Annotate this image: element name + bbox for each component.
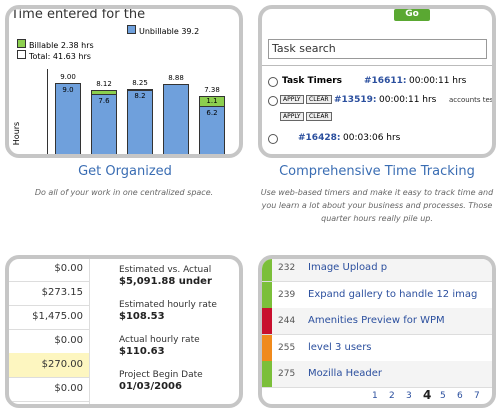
- legend-billable: Billable 2.38 hrs: [17, 39, 94, 50]
- task-status: [262, 334, 272, 361]
- stat-label: Estimated vs. Actual: [119, 265, 212, 275]
- bar-total-label: 7.38: [204, 86, 220, 95]
- apply-button[interactable]: APPLY: [280, 112, 304, 121]
- task-name: Amenities Preview for WPM: [308, 315, 445, 326]
- bar-billable: [127, 88, 153, 91]
- legend-unbillable: Unbillable 39.2: [127, 25, 199, 36]
- timer-time: 00:03:06 hrs: [343, 133, 401, 143]
- task-status: [262, 308, 272, 334]
- task-name: Image Upload p: [308, 262, 388, 273]
- feature-title: Get Organized: [78, 164, 172, 179]
- budget-panel: $0.00 $273.15 $1,475.00 $0.00 $270.00 $0.00 Es…: [5, 255, 243, 408]
- task-name: Mozilla Header: [308, 368, 383, 379]
- timer-id: #16428:: [298, 133, 341, 143]
- bar-total-label: 8.12: [96, 79, 112, 88]
- bar-total: [163, 83, 189, 154]
- column-divider: [89, 259, 90, 404]
- stat-label: Estimated hourly rate: [119, 300, 217, 310]
- bar-unbillable-label: 9.0: [62, 85, 74, 94]
- page-link[interactable]: 6: [457, 391, 463, 401]
- amount-row: [9, 377, 89, 402]
- axis-line: [47, 69, 48, 154]
- bar-billable-label: 1.1: [206, 97, 218, 106]
- timer-icon: [268, 134, 278, 144]
- task-id: 239: [278, 289, 296, 300]
- page-link[interactable]: 7: [474, 391, 480, 401]
- task-name: level 3 users: [308, 341, 372, 353]
- stat-value: 01/03/2006: [119, 381, 182, 392]
- amount: $1,475.00: [32, 311, 83, 322]
- bar-unbillable-label: 8.2: [134, 92, 146, 101]
- timer-time: 00:00:11 hrs: [409, 76, 467, 86]
- timer-icon: [268, 96, 278, 106]
- bar-billable: [199, 96, 225, 108]
- bar-unbillable-label: 7.6: [98, 97, 110, 106]
- amount: $273.15: [41, 287, 83, 298]
- bar-total: [55, 82, 81, 154]
- task-id: 244: [278, 316, 296, 326]
- amount: $0.00: [54, 263, 83, 274]
- search-input[interactable]: Task search: [268, 39, 487, 59]
- amount-row: [9, 353, 89, 378]
- task-status: [262, 361, 272, 387]
- bar-total: [91, 89, 117, 154]
- task-id: 275: [278, 369, 296, 379]
- bar-total-label: 9.00: [60, 72, 76, 81]
- task-status: [262, 281, 272, 308]
- timer-id: #13519:: [334, 95, 377, 105]
- organize-panel: Time entered for the Unbillable 39.2 Bil…: [5, 5, 243, 158]
- amount: $0.00: [54, 335, 83, 346]
- legend-total: Total: 41.63 hrs: [17, 50, 91, 61]
- axis-label: Hours: [12, 121, 22, 146]
- stat-value: $110.63: [119, 346, 165, 357]
- amount: $270.00: [41, 359, 83, 370]
- timer-icon: [268, 77, 278, 87]
- page-link[interactable]: 4: [423, 388, 432, 402]
- amount-row: [9, 259, 89, 282]
- feature-description: Do all of your work in one centralized s…: [34, 188, 214, 197]
- stat-label: Actual hourly rate: [119, 335, 200, 345]
- divider: [262, 65, 492, 66]
- amount-row: [9, 305, 89, 330]
- legend-text: Unbillable 39.2: [139, 27, 200, 36]
- page-link[interactable]: 1: [372, 391, 378, 401]
- legend-text: Total: 41.63 hrs: [29, 52, 91, 61]
- task-id: 232: [278, 263, 296, 273]
- clear-button[interactable]: CLEAR: [306, 112, 332, 121]
- stat-value: $5,091.88 under: [119, 276, 212, 287]
- stat-value: $108.53: [119, 311, 165, 322]
- bar-billable: [91, 89, 117, 96]
- page-link[interactable]: 3: [406, 391, 412, 401]
- task-row: [262, 361, 492, 388]
- task-status: [262, 259, 272, 281]
- go-button[interactable]: Go: [394, 9, 430, 21]
- tracking-panel: Go Task search Task Timers #16611: 00:00:…: [258, 5, 496, 158]
- bar-total-label: 8.25: [132, 78, 148, 87]
- feature-description: Use web-based timers and make it easy to…: [260, 188, 494, 223]
- task-id: 255: [278, 342, 296, 353]
- stat-label: Project Begin Date: [119, 370, 203, 380]
- chart-heading: Time entered for the: [11, 7, 146, 22]
- timers-heading: Task Timers: [282, 76, 343, 86]
- timer-note: accounts testin: [449, 96, 496, 104]
- bar-total-label: 8.88: [168, 73, 184, 82]
- page-link[interactable]: 2: [389, 391, 395, 401]
- tasks-panel: 232 Image Upload p 239 Expand gallery to ha…: [258, 255, 496, 408]
- bar-total: [127, 88, 153, 154]
- page-link[interactable]: 5: [440, 391, 446, 401]
- timer-time: 00:00:11 hrs: [379, 95, 437, 105]
- apply-button[interactable]: APPLY: [280, 95, 304, 104]
- legend-text: Billable 2.38 hrs: [29, 41, 94, 50]
- task-name: Expand gallery to handle 12 imag: [308, 288, 478, 300]
- timer-id: #16611:: [364, 76, 407, 86]
- task-row: [262, 334, 492, 362]
- amount-row: [9, 281, 89, 306]
- bar-unbillable-label: 6.2: [206, 109, 218, 118]
- amount: $0.00: [54, 383, 83, 394]
- clear-button[interactable]: CLEAR: [306, 95, 332, 104]
- feature-title: Comprehensive Time Tracking: [279, 164, 475, 179]
